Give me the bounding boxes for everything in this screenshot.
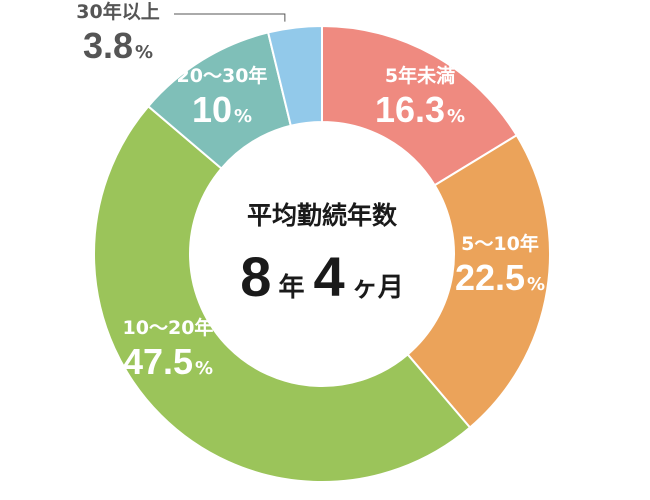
slice-value-over-30: 3.8%	[83, 25, 153, 66]
center-years-unit: 年	[278, 272, 304, 303]
slice-label-over-30: 30年以上	[76, 0, 159, 23]
slice-10-20	[93, 104, 472, 483]
slice-value-10-20: 47.5%	[123, 341, 213, 382]
slice-value-5-10: 22.5%	[455, 257, 545, 298]
leader-line-over-30	[174, 13, 286, 22]
slice-value-20-30: 10%	[192, 89, 252, 130]
slice-over-30	[266, 24, 323, 127]
slice-5-10	[406, 133, 551, 429]
center-months-unit: ヶ月	[352, 273, 404, 303]
slice-label-under-5: 5年未満	[385, 64, 455, 87]
center-months: 4	[314, 245, 345, 308]
slice-label-10-20: 10〜20年	[123, 316, 214, 339]
center-years: 8	[240, 245, 271, 308]
center-title: 平均勤続年数	[247, 201, 398, 230]
donut-slices	[93, 24, 551, 483]
slice-label-20-30: 20〜30年	[177, 64, 268, 87]
slice-value-under-5: 16.3%	[375, 89, 465, 130]
center-value: 8 年 4 ヶ月	[240, 245, 404, 308]
slice-label-5-10: 5〜10年	[461, 232, 539, 255]
